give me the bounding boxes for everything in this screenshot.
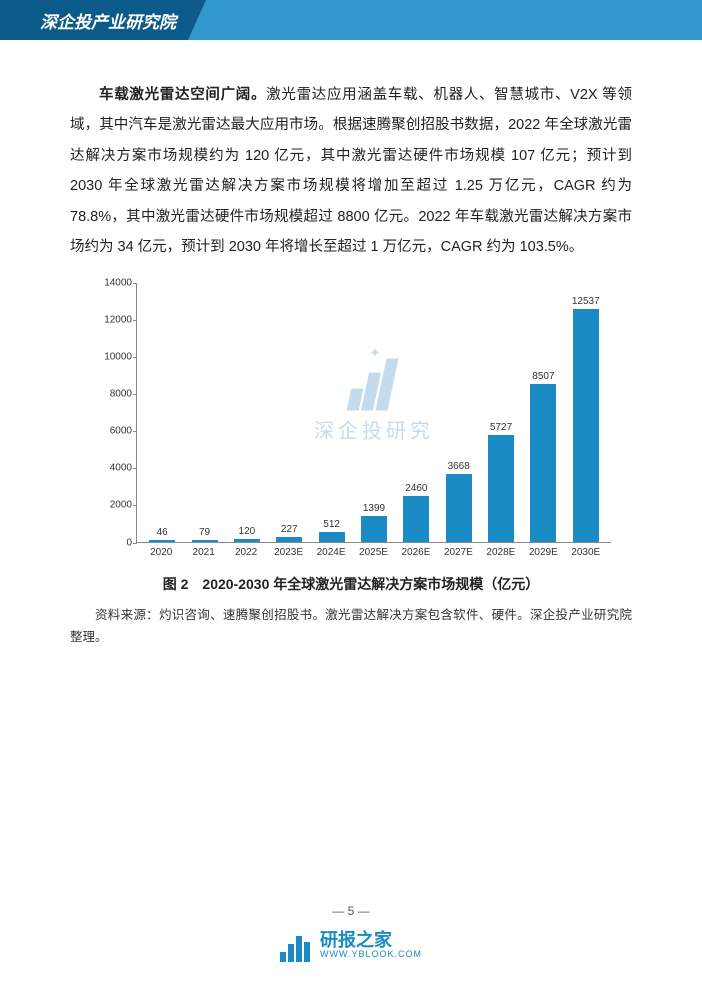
bar [403, 496, 429, 542]
bar [488, 435, 514, 541]
bar [530, 384, 556, 542]
y-tick-label: 4000 [92, 463, 132, 474]
source-note: 资料来源：灼识咨询、速腾聚创招股书。激光雷达解决方案包含软件、硬件。深企投产业研… [70, 604, 632, 649]
bar-column: 2460 [395, 483, 437, 542]
x-tick-label: 2025E [352, 547, 394, 558]
y-tick-label: 8000 [92, 389, 132, 400]
brand-en: WWW.YBLOOK.COM [320, 949, 422, 961]
y-tick-label: 2000 [92, 500, 132, 511]
page-footer: — 5 — 研报之家 WWW.YBLOOK.COM [0, 904, 702, 967]
bar-column: 3668 [438, 461, 480, 542]
brand-cn: 研报之家 [320, 931, 422, 949]
bar [446, 474, 472, 542]
bars-container: 46 79 120 227 512 1399 2460 3668 5727 8507 12537 [137, 283, 611, 542]
brand-bars-icon [280, 930, 312, 962]
bar-chart: ✦ 深企投研究 46791202275121399246036685727850… [91, 283, 611, 594]
header-bar: 深企投产业研究院 [0, 0, 702, 40]
header-dark-segment: 深企投产业研究院 [0, 0, 206, 40]
chart-plot-area: ✦ 深企投研究 46791202275121399246036685727850… [136, 283, 611, 543]
y-tick-label: 12000 [92, 314, 132, 325]
y-tick-label: 10000 [92, 351, 132, 362]
x-tick-label: 2024E [310, 547, 352, 558]
x-tick-label: 2023E [268, 547, 310, 558]
bar [192, 540, 218, 542]
x-tick-label: 2027E [437, 547, 479, 558]
bar-value-label: 2460 [405, 483, 427, 494]
x-tick-label: 2021 [183, 547, 225, 558]
bar-value-label: 227 [281, 524, 298, 535]
bar [361, 516, 387, 542]
bar-value-label: 12537 [572, 296, 600, 307]
header-title: 深企投产业研究院 [40, 8, 176, 33]
bar-column: 120 [226, 526, 268, 541]
x-tick-label: 2028E [480, 547, 522, 558]
body-rest: 激光雷达应用涵盖车载、机器人、智慧城市、V2X 等领域，其中汽车是激光雷达最大应… [70, 87, 632, 255]
bar-value-label: 8507 [532, 371, 554, 382]
bar-value-label: 3668 [448, 461, 470, 472]
bar-value-label: 79 [199, 527, 210, 538]
bar-value-label: 1399 [363, 503, 385, 514]
x-axis-labels: 2020202120222023E2024E2025E2026E2027E202… [136, 543, 611, 558]
bar-column: 5727 [480, 422, 522, 541]
bar-value-label: 5727 [490, 422, 512, 433]
bar-column: 512 [311, 519, 353, 542]
bar-column: 12537 [565, 296, 607, 542]
bar-column: 1399 [353, 503, 395, 542]
bar [573, 309, 599, 542]
x-tick-label: 2029E [522, 547, 564, 558]
page-content: 车载激光雷达空间广阔。激光雷达应用涵盖车载、机器人、智慧城市、V2X 等领域，其… [0, 40, 702, 649]
bar-column: 8507 [522, 371, 564, 542]
y-tick-label: 6000 [92, 426, 132, 437]
lead-bold: 车载激光雷达空间广阔。 [99, 87, 266, 103]
brand-logo: 研报之家 WWW.YBLOOK.COM [280, 930, 422, 962]
y-tick-label: 14000 [92, 277, 132, 288]
bar-value-label: 46 [157, 527, 168, 538]
chart-caption: 图 2 2020-2030 年全球激光雷达解决方案市场规模（亿元） [91, 574, 611, 594]
bar [234, 539, 260, 541]
bar-value-label: 512 [323, 519, 340, 530]
body-paragraph: 车载激光雷达空间广阔。激光雷达应用涵盖车载、机器人、智慧城市、V2X 等领域，其… [70, 80, 632, 263]
bar [149, 540, 175, 542]
brand-text: 研报之家 WWW.YBLOOK.COM [320, 931, 422, 961]
bar [276, 537, 302, 541]
x-tick-label: 2020 [140, 547, 182, 558]
x-tick-label: 2030E [565, 547, 607, 558]
page-number: — 5 — [0, 904, 702, 918]
bar [319, 532, 345, 542]
x-tick-label: 2026E [395, 547, 437, 558]
bar-column: 46 [141, 527, 183, 542]
y-tick-label: 0 [92, 537, 132, 548]
bar-column: 227 [268, 524, 310, 541]
bar-value-label: 120 [239, 526, 256, 537]
x-tick-label: 2022 [225, 547, 267, 558]
bar-column: 79 [184, 527, 226, 542]
